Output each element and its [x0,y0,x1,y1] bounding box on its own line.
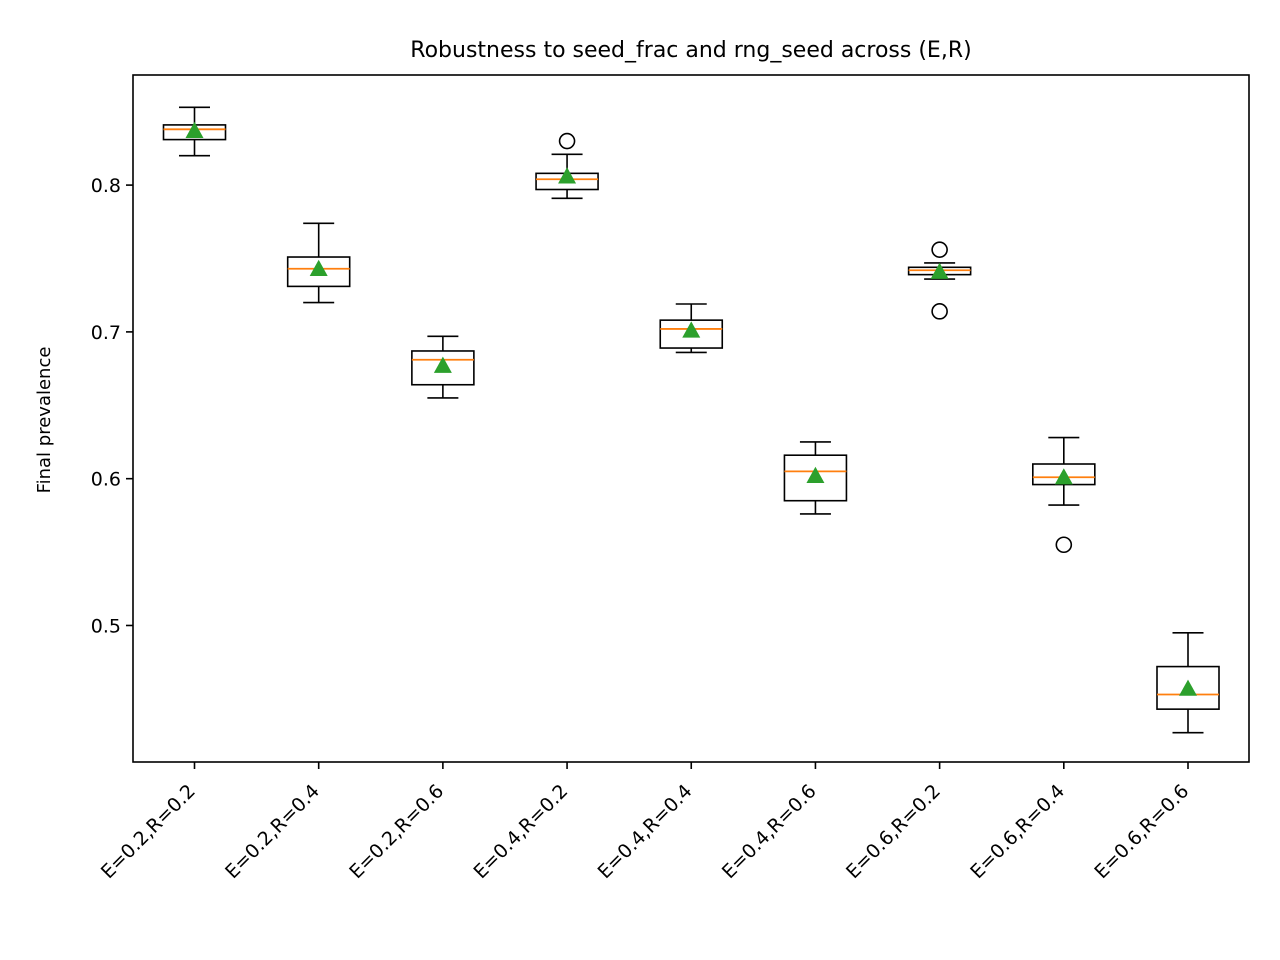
y-tick-label: 0.5 [91,615,121,637]
y-axis-label: Final prevalence [34,347,55,494]
y-tick-label: 0.8 [91,175,121,197]
y-tick-label: 0.6 [91,469,121,491]
y-tick-label: 0.7 [91,322,121,344]
iqr-box [1032,463,1096,486]
outlier-point [1055,536,1073,554]
iqr-box [659,319,724,349]
mean-marker [558,167,577,184]
outlier-point [931,241,948,258]
mean-marker [1179,679,1197,696]
iqr-box [286,256,351,288]
mean-marker [433,356,452,373]
mean-marker [806,466,825,483]
mean-marker [309,259,328,276]
iqr-box [411,350,475,386]
outlier-point [558,132,576,150]
plot-frame [132,74,1250,763]
mean-marker [1054,468,1073,485]
mean-marker [682,321,701,338]
mean-marker [930,262,949,279]
iqr-box [1156,665,1220,710]
mean-marker [185,121,204,138]
iqr-box [783,454,848,502]
outlier-point [931,303,948,320]
chart-title: Robustness to seed_frac and rng_seed acr… [410,38,971,63]
